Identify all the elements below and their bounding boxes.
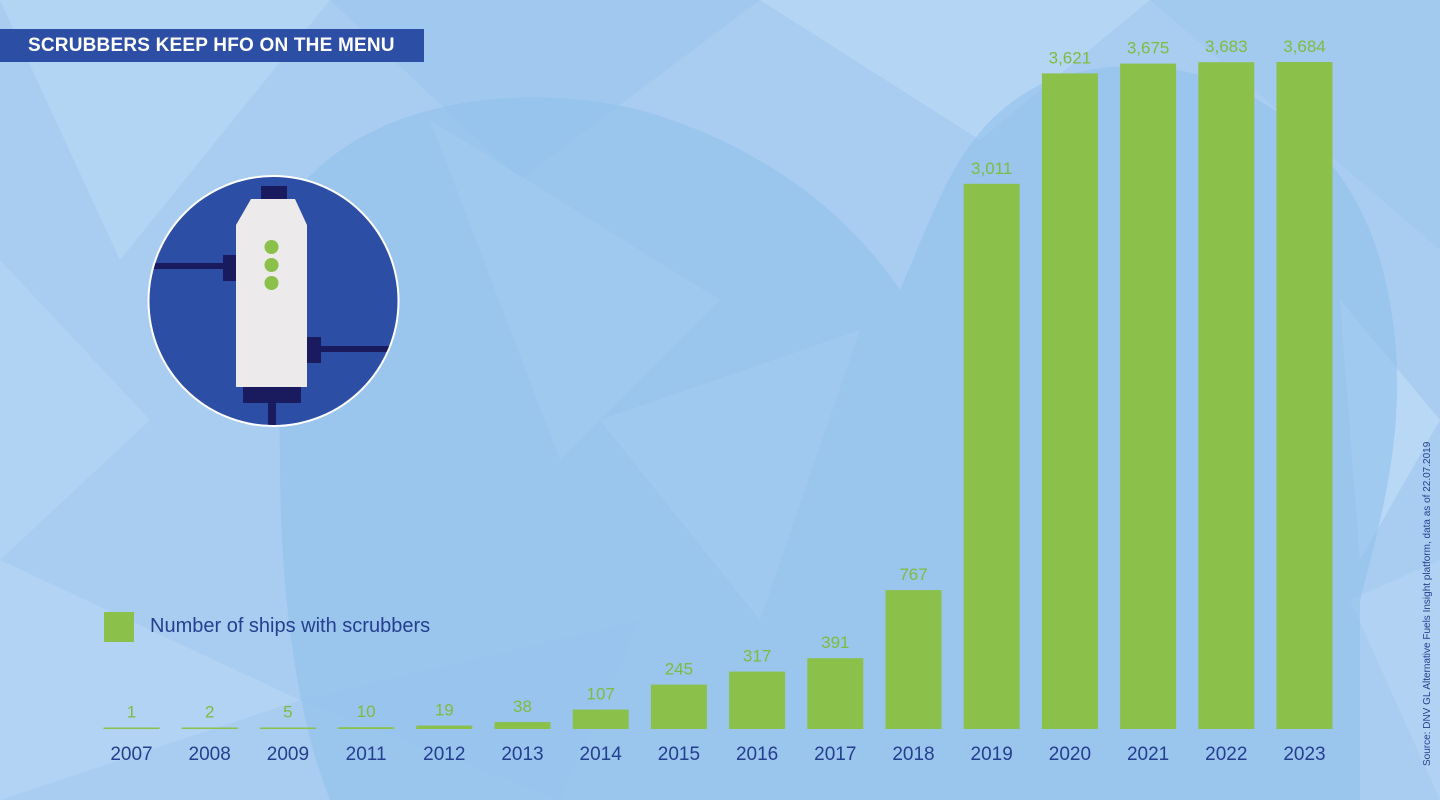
x-tick-2008: 2008 [189, 744, 231, 765]
bar-2016 [729, 671, 786, 729]
value-label-2011: 10 [357, 702, 376, 721]
value-label-2021: 3,675 [1127, 39, 1170, 58]
bar-2008 [181, 727, 238, 729]
bar-2021 [1120, 63, 1177, 730]
x-tick-labels-group: 2007 2008 2009 2011 2012 2013 2014 2015 2016 2017… [110, 744, 1325, 765]
bar-2018 [885, 590, 942, 729]
x-tick-2017: 2017 [814, 744, 856, 765]
value-labels-group: 1 2 5 10 19 38 107 245 317 391 767 3,011 3,621 3,675 3… [127, 37, 1326, 722]
x-tick-2020: 2020 [1049, 744, 1091, 765]
bar-2017 [807, 658, 864, 729]
x-tick-2007: 2007 [110, 744, 152, 765]
bar-2014 [572, 709, 629, 729]
value-label-2022: 3,683 [1205, 37, 1248, 56]
value-label-2017: 391 [821, 633, 849, 652]
x-tick-2015: 2015 [658, 744, 700, 765]
x-tick-2022: 2022 [1205, 744, 1247, 765]
bars-group [103, 62, 1333, 730]
bar-2007 [103, 727, 160, 729]
bar-2022 [1198, 62, 1255, 729]
value-label-2012: 19 [435, 701, 454, 720]
value-label-2019: 3,011 [971, 159, 1012, 178]
x-tick-2012: 2012 [423, 744, 465, 765]
legend-swatch [104, 612, 134, 642]
x-tick-2023: 2023 [1283, 744, 1325, 765]
x-tick-2019: 2019 [971, 744, 1013, 765]
value-label-2023: 3,684 [1283, 37, 1326, 56]
title-banner: SCRUBBERS KEEP HFO ON THE MENU [0, 29, 424, 62]
value-label-2020: 3,621 [1049, 48, 1092, 67]
x-tick-2016: 2016 [736, 744, 778, 765]
bar-2019 [963, 183, 1020, 730]
x-tick-2014: 2014 [580, 744, 623, 765]
value-label-2013: 38 [513, 697, 532, 716]
value-label-2015: 245 [665, 660, 693, 679]
x-tick-2009: 2009 [267, 744, 309, 765]
value-label-2014: 107 [587, 685, 615, 704]
bar-2015 [650, 684, 707, 729]
value-label-2016: 317 [743, 647, 771, 666]
x-tick-2011: 2011 [346, 744, 387, 765]
scrubber-icon [147, 175, 400, 427]
x-tick-2018: 2018 [892, 744, 934, 765]
value-label-2008: 2 [205, 703, 214, 722]
bar-2009 [259, 727, 316, 729]
bar-2020 [1041, 73, 1098, 729]
bar-2011 [338, 727, 395, 729]
x-tick-2021: 2021 [1127, 744, 1169, 765]
value-label-2018: 767 [899, 565, 927, 584]
x-tick-2013: 2013 [501, 744, 543, 765]
bar-2012 [416, 725, 473, 729]
source-note: Source: DNV GL Alternative Fuels Insight… [1422, 441, 1433, 766]
value-label-2009: 5 [283, 703, 292, 722]
legend-label: Number of ships with scrubbers [150, 615, 431, 637]
chart-title: SCRUBBERS KEEP HFO ON THE MENU [28, 35, 395, 56]
bar-2013 [494, 722, 551, 729]
value-label-2007: 1 [127, 703, 136, 722]
bar-2023 [1276, 62, 1333, 729]
